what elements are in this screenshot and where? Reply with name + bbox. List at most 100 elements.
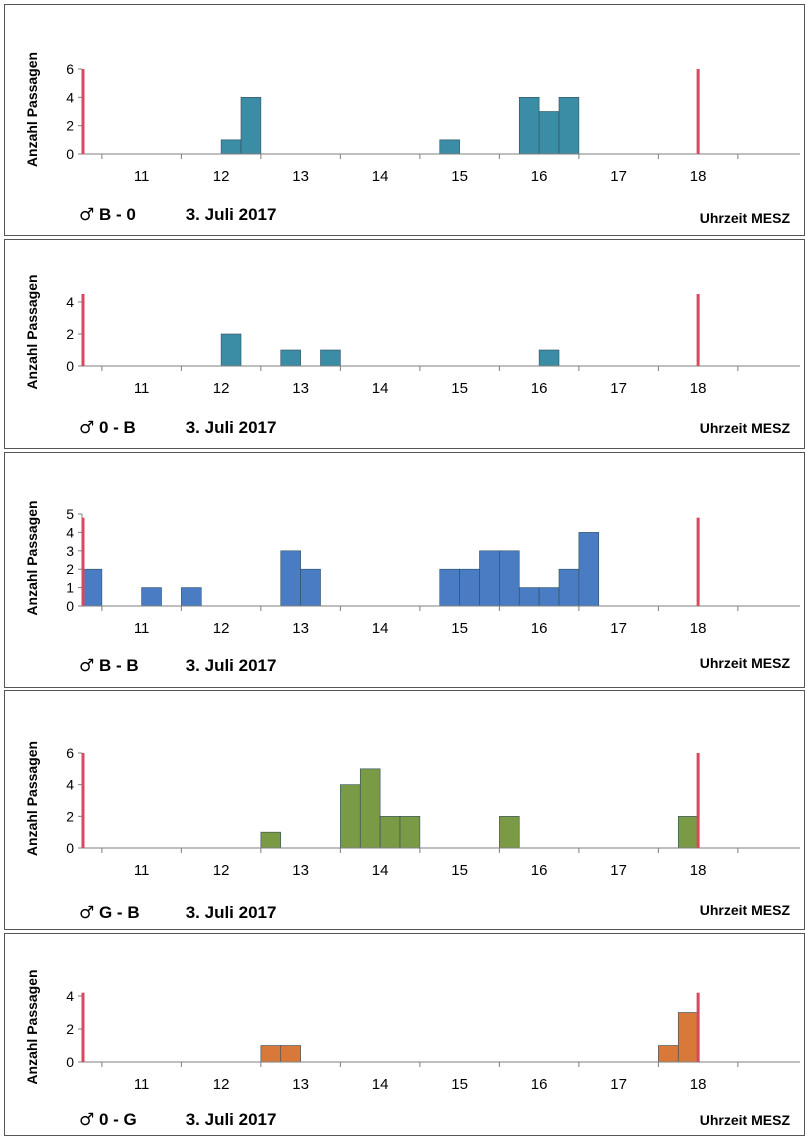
date-label-1: 3. Juli 2017	[185, 205, 277, 224]
x-tick-label-3-3: 13	[292, 620, 309, 637]
bar-3-9	[499, 550, 520, 607]
chart-caption-1: ♂ B - 0 3. Juli 2017	[79, 205, 276, 225]
male-symbol: ♂	[79, 205, 95, 225]
bar-3-11	[538, 587, 560, 607]
x-tick-label-5-4: 14	[372, 1076, 389, 1093]
chart-panel-5: 0 2 4 11 12 13 14 15 16 17 18 Anzahl Passagen ♂ 0 -…	[4, 933, 805, 1136]
pair-label-1: B - 0	[98, 205, 136, 224]
bar-3-6	[439, 568, 460, 607]
x-tick-label-1-3: 13	[292, 168, 309, 185]
x-tick-label-4-2: 12	[213, 862, 230, 879]
x-tick-label-3-1: 11	[134, 620, 150, 637]
bar-3-8	[479, 550, 500, 607]
bar-1-2	[240, 97, 262, 155]
y-tick-label-4-3: 4	[66, 777, 74, 793]
y-tick-label-2-3: 4	[66, 294, 74, 310]
chart-panel-3: 0 1 2 3 4 5 11 12 13 14 15 16 17 18 Anzahl Passagen ♂ …	[4, 452, 805, 688]
y-tick-label-1-4: 6	[66, 61, 74, 77]
y-tick-label-3-5: 4	[66, 524, 74, 540]
male-symbol: ♂	[79, 418, 95, 438]
marker-line-1-1	[81, 69, 85, 154]
y-tick-label-1-2: 2	[66, 118, 74, 134]
y-tick-label-4-2: 2	[66, 808, 74, 824]
y-tick-label-3-2: 1	[66, 580, 74, 596]
x-tick-label-3-7: 17	[610, 620, 627, 637]
date-label-2: 3. Juli 2017	[185, 418, 277, 437]
bar-3-7	[459, 568, 480, 607]
xunit-label-5: Uhrzeit MESZ	[699, 1112, 790, 1128]
bar-2-4	[538, 349, 560, 367]
bar-2-1	[220, 333, 242, 367]
x-tick-label-4-5: 15	[451, 862, 468, 879]
marker-line-5-1	[81, 992, 85, 1062]
bar-1-6	[558, 97, 580, 155]
bar-2-2	[280, 349, 301, 367]
chart-svg-1: 0 2 4 6 11 12 13 14 15 16 17 18 Anzahl Passagen	[24, 52, 800, 185]
bar-3-2	[141, 587, 162, 607]
marker-line-4-2	[696, 753, 700, 848]
x-tick-label-2-8: 18	[690, 380, 707, 397]
bar-4-6	[499, 816, 520, 849]
x-tick-label-5-7: 17	[610, 1076, 627, 1093]
bar-4-2	[340, 784, 361, 849]
y-tick-label-4-4: 6	[66, 745, 74, 761]
chart-panel-4: 0 2 4 6 11 12 13 14 15 16 17 18 Anzahl Passagen ♂ G …	[4, 690, 805, 930]
x-tick-label-2-5: 15	[451, 380, 468, 397]
bar-3-12	[558, 568, 580, 607]
date-label-4: 3. Juli 2017	[185, 903, 277, 922]
date-label-5: 3. Juli 2017	[185, 1110, 277, 1129]
bar-5-2	[280, 1045, 301, 1063]
pair-label-4: G - B	[98, 903, 140, 922]
bar-1-1	[220, 139, 242, 155]
chart-caption-3: ♂ B - B 3. Juli 2017	[79, 656, 276, 676]
bar-4-5	[399, 816, 421, 849]
chart-svg-2: 0 2 4 11 12 13 14 15 16 17 18 Anzahl Passagen	[24, 274, 800, 397]
chart-caption-2: ♂ 0 - B 3. Juli 2017	[79, 418, 276, 438]
bar-4-4	[379, 816, 401, 849]
xunit-label-3: Uhrzeit MESZ	[699, 655, 790, 671]
bar-1-4	[518, 97, 540, 155]
marker-line-5-2	[696, 992, 700, 1062]
x-tick-label-1-5: 15	[451, 168, 468, 185]
x-tick-label-2-7: 17	[610, 380, 627, 397]
bar-3-13	[578, 532, 600, 607]
xunit-label-1: Uhrzeit MESZ	[699, 210, 790, 226]
y-tick-label-3-6: 5	[66, 506, 74, 522]
x-tick-label-2-6: 16	[531, 380, 548, 397]
bar-4-3	[359, 768, 381, 849]
y-axis-label-3: Anzahl Passagen	[24, 500, 40, 615]
y-axis-label-1: Anzahl Passagen	[24, 52, 40, 167]
x-tick-label-1-7: 17	[610, 168, 627, 185]
chart-svg-5: 0 2 4 11 12 13 14 15 16 17 18 Anzahl Passagen	[24, 969, 800, 1093]
x-tick-label-1-6: 16	[531, 168, 548, 185]
bar-5-4	[677, 1012, 699, 1063]
marker-line-4-1	[81, 753, 85, 848]
y-axis-label-5: Anzahl Passagen	[24, 969, 40, 1084]
chart-caption-4: ♂ G - B 3. Juli 2017	[79, 903, 276, 923]
x-tick-label-4-6: 16	[531, 862, 548, 879]
x-tick-label-5-1: 11	[134, 1076, 150, 1093]
x-tick-label-1-4: 14	[372, 168, 389, 185]
x-tick-label-5-6: 16	[531, 1076, 548, 1093]
xunit-label-2: Uhrzeit MESZ	[699, 420, 790, 436]
marker-line-3-2	[696, 517, 700, 606]
bar-3-5	[300, 568, 321, 607]
x-tick-label-5-2: 12	[213, 1076, 230, 1093]
male-symbol: ♂	[79, 1110, 95, 1130]
y-tick-label-5-1: 0	[66, 1054, 74, 1070]
x-tick-label-1-2: 12	[213, 168, 230, 185]
x-tick-label-3-5: 15	[451, 620, 468, 637]
bar-5-3	[658, 1045, 679, 1063]
bar-5-1	[260, 1045, 282, 1063]
chart-panel-2: 0 2 4 11 12 13 14 15 16 17 18 Anzahl Passagen ♂ 0 -…	[4, 239, 805, 449]
marker-line-2-2	[696, 294, 700, 366]
male-symbol: ♂	[79, 656, 95, 676]
x-tick-label-3-4: 14	[372, 620, 389, 637]
bar-3-10	[518, 587, 540, 607]
bar-3-4	[280, 550, 301, 607]
x-tick-label-4-7: 17	[610, 862, 627, 879]
y-tick-label-2-1: 0	[66, 358, 74, 374]
x-tick-label-4-1: 11	[134, 862, 150, 879]
x-tick-label-3-2: 12	[213, 620, 230, 637]
x-tick-label-1-1: 11	[134, 168, 150, 185]
